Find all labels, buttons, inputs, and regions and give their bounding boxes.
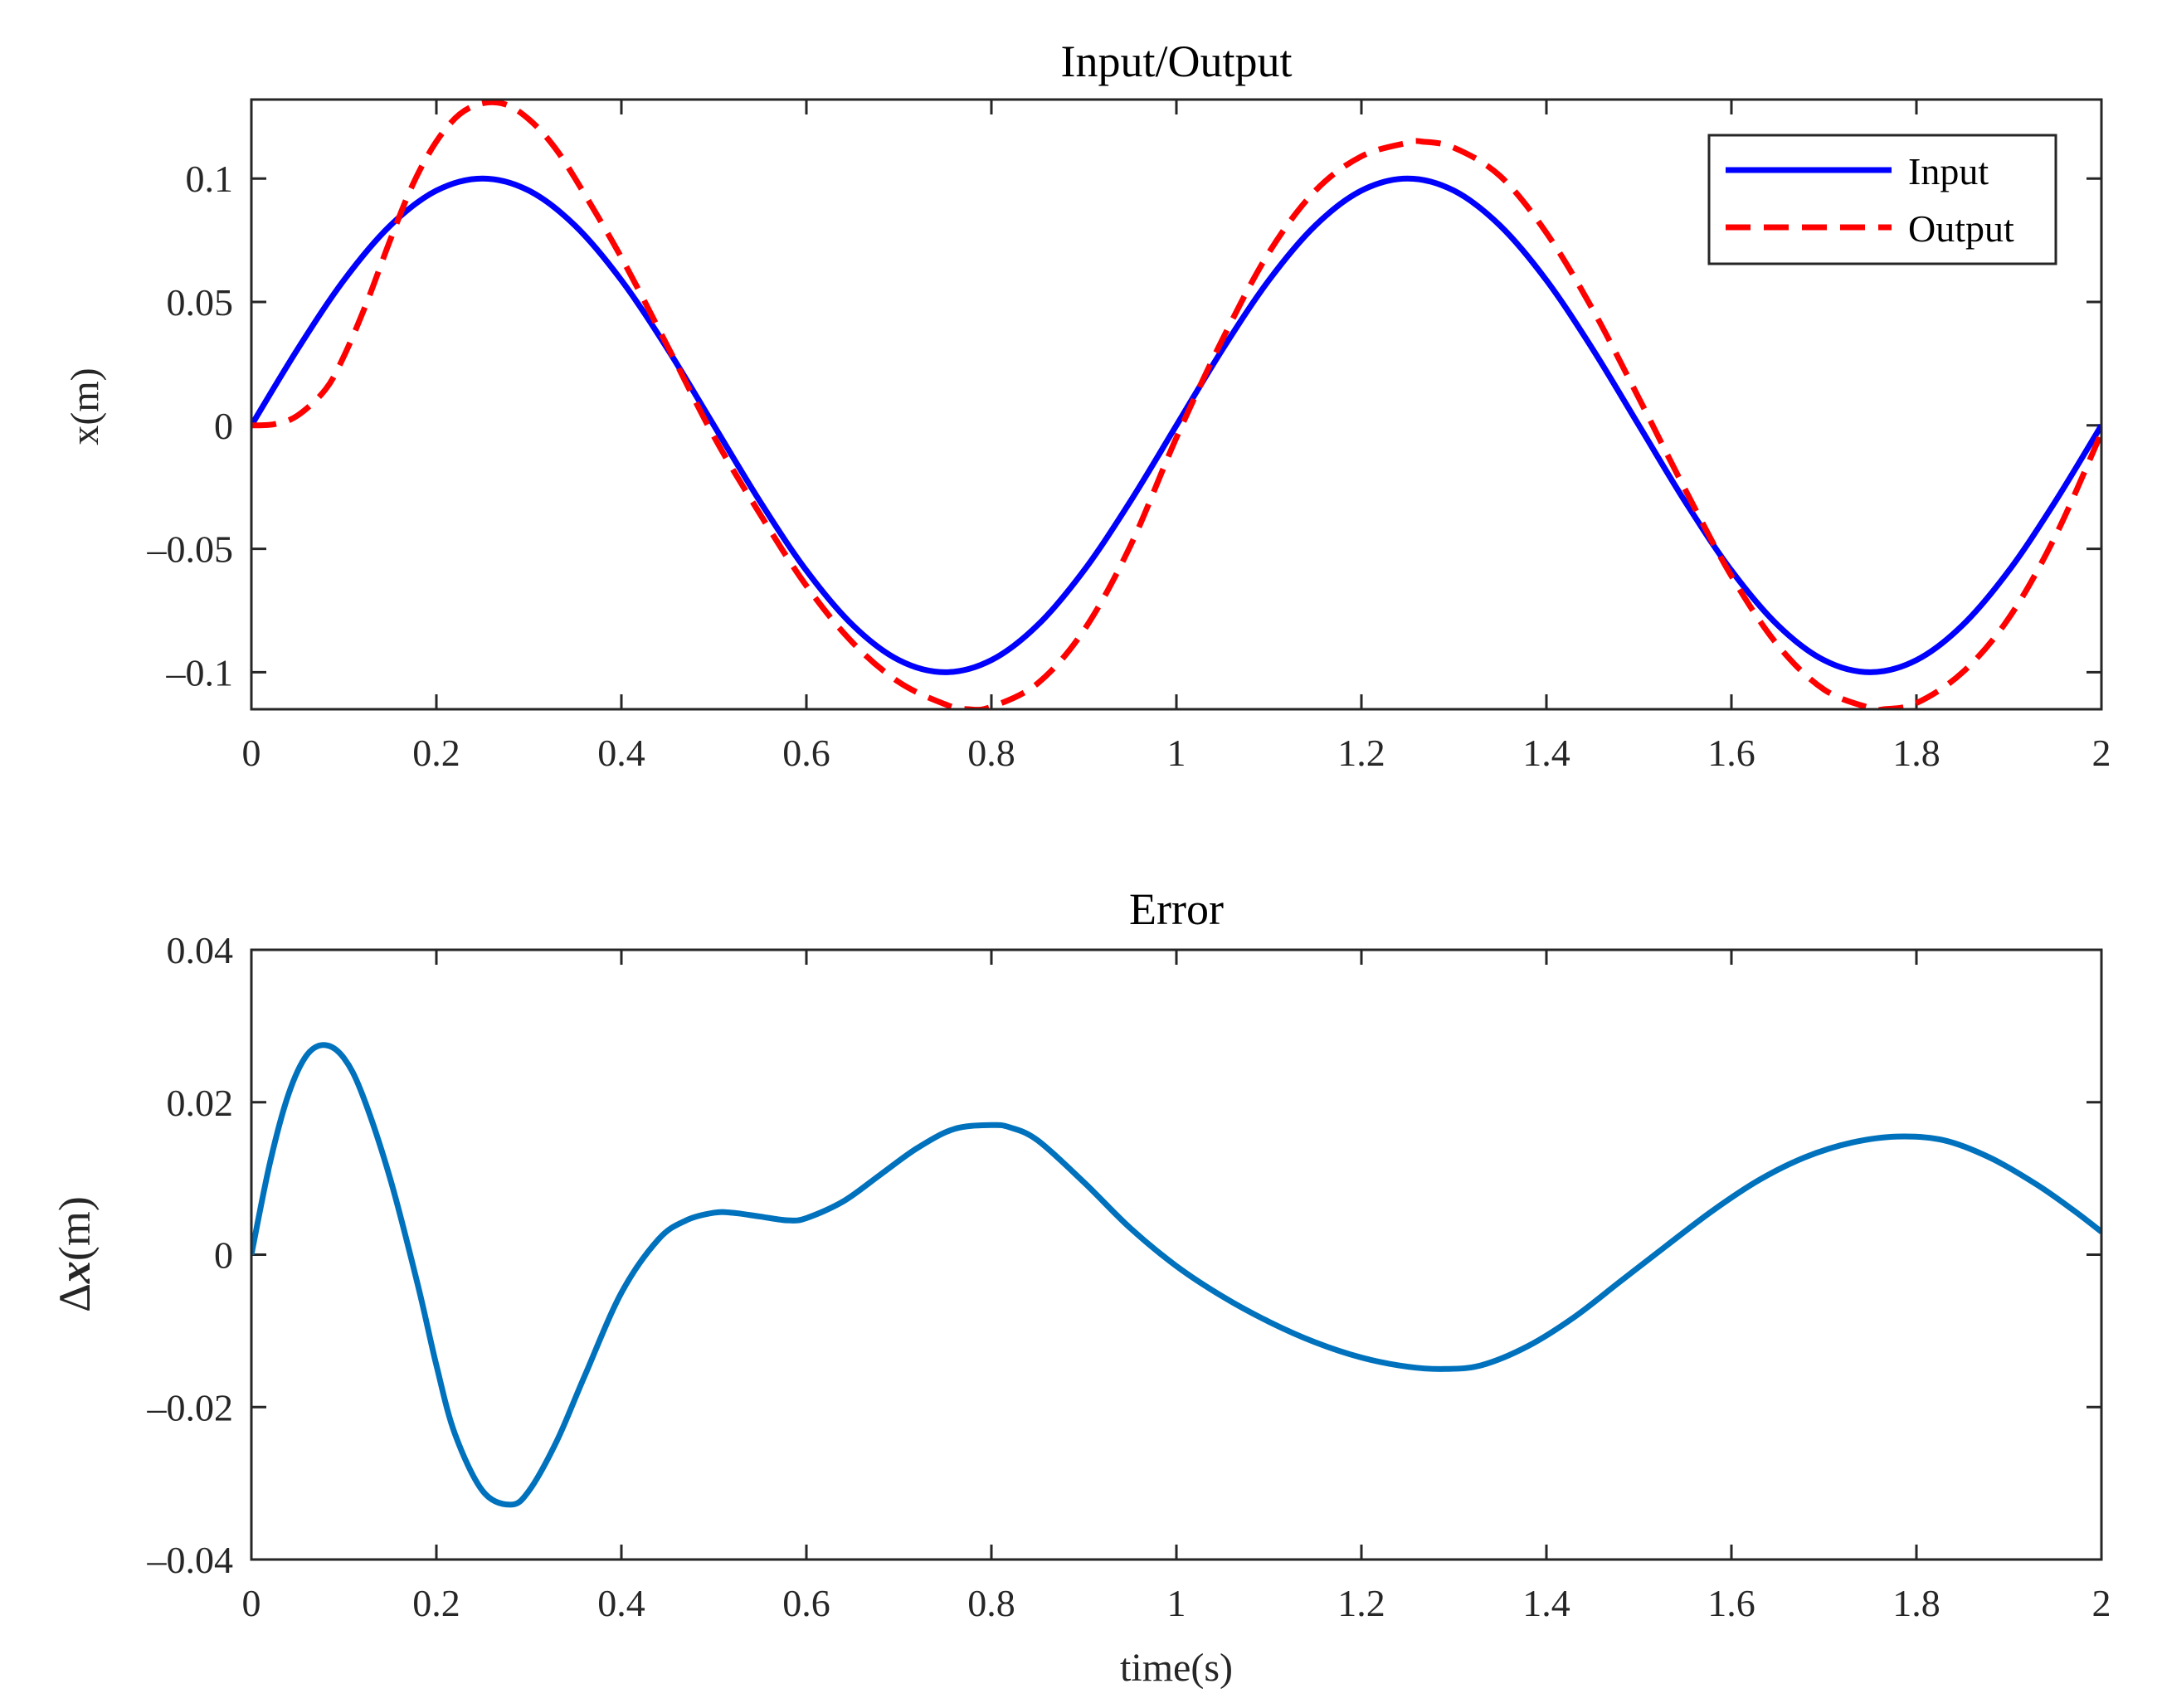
bottom-axes-box [250, 948, 2103, 1561]
bottom-x-axis-label: time(s) [1120, 1646, 1233, 1690]
top-y-axis-label: x(m) [63, 367, 107, 445]
top-series-output-line [251, 100, 2101, 709]
bottom-x-tick-labels: 0 0.2 0.4 0.6 0.8 1 1.2 1.4 1.6 1.8 2 [242, 1582, 2111, 1624]
bottom-xtick-label: 0.4 [597, 1582, 645, 1624]
top-ytick-label: –0.1 [166, 651, 234, 693]
bottom-xtick-label: 1 [1167, 1582, 1186, 1624]
top-xtick-label: 0.2 [412, 732, 460, 774]
unit: (m) [50, 1196, 100, 1261]
top-axes-box [250, 98, 2103, 711]
top-xtick-label: 1.6 [1707, 732, 1755, 774]
top-xtick-label: 1.8 [1892, 732, 1940, 774]
top-chart-panel: 0 0.2 0.4 0.6 0.8 1 1.2 1.4 1.6 1.8 2 –0.1 –0.05 0 0.… [63, 36, 2111, 774]
x-variable: x [50, 1261, 100, 1284]
top-xtick-label: 0 [242, 732, 261, 774]
top-ytick-label: 0 [214, 405, 233, 447]
top-ytick-label: 0.1 [186, 158, 234, 200]
top-xtick-label: 0.6 [782, 732, 830, 774]
bottom-xtick-label: 1.6 [1707, 1582, 1755, 1624]
top-series-group [251, 100, 2101, 709]
bottom-chart-title: Error [1129, 884, 1224, 934]
top-series-input-line [251, 175, 2101, 675]
top-ytick-label: –0.05 [147, 528, 234, 571]
bottom-series-error-line [251, 1042, 2101, 1508]
legend-output-label: Output [1908, 207, 2014, 250]
top-xtick-label: 0.4 [597, 732, 645, 774]
top-xtick-label: 1 [1167, 732, 1186, 774]
top-xtick-label: 1.2 [1337, 732, 1385, 774]
bottom-y-axis-label: Δx(m) [50, 1196, 100, 1312]
legend-box [1707, 134, 2057, 265]
bottom-series-group [251, 1042, 2101, 1508]
bottom-plot-area [251, 950, 2101, 1560]
bottom-xtick-label: 0.6 [782, 1582, 830, 1624]
bottom-xtick-label: 0.2 [412, 1582, 460, 1624]
delta-symbol: Δ [50, 1283, 100, 1312]
bottom-xtick-label: 2 [2092, 1582, 2111, 1624]
top-y-tick-labels: –0.1 –0.05 0 0.05 0.1 [147, 158, 234, 693]
bottom-ytick-label: –0.02 [147, 1386, 234, 1428]
bottom-xtick-label: 0 [242, 1582, 261, 1624]
legend: Input Output [1707, 134, 2057, 265]
top-xtick-label: 2 [2092, 732, 2111, 774]
bottom-xtick-label: 1.4 [1522, 1582, 1570, 1624]
bottom-y-tick-labels: –0.04 –0.02 0 0.02 0.04 [147, 929, 234, 1581]
bottom-chart-panel: 0 0.2 0.4 0.6 0.8 1 1.2 1.4 1.6 1.8 2 –0.04–0.0200… [50, 884, 2111, 1690]
legend-input-label: Input [1908, 150, 1989, 192]
top-x-tick-labels: 0 0.2 0.4 0.6 0.8 1 1.2 1.4 1.6 1.8 2 [242, 732, 2111, 774]
top-ytick-label: 0.05 [167, 281, 234, 324]
top-chart-title: Input/Output [1061, 36, 1293, 86]
bottom-ytick-label: 0 [214, 1234, 233, 1277]
top-xtick-label: 0.8 [967, 732, 1015, 774]
bottom-xtick-label: 0.8 [967, 1582, 1015, 1624]
bottom-ytick-label: 0.04 [167, 929, 234, 971]
bottom-ytick-label: –0.04 [147, 1539, 234, 1581]
bottom-xtick-label: 1.8 [1892, 1582, 1940, 1624]
top-xtick-label: 1.4 [1522, 732, 1570, 774]
bottom-xtick-label: 1.2 [1337, 1582, 1385, 1624]
bottom-ytick-label: 0.02 [167, 1082, 234, 1124]
